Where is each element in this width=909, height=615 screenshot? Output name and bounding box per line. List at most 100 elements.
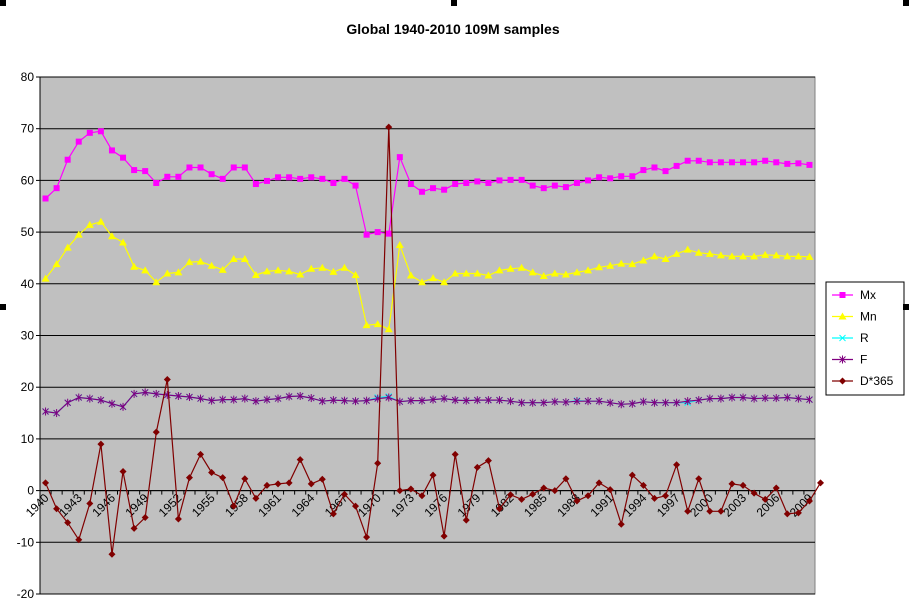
data-point <box>86 500 94 508</box>
y-tick-label: 20 <box>21 380 35 394</box>
data-point <box>617 259 626 267</box>
data-point <box>473 269 482 277</box>
data-point <box>673 162 680 169</box>
series-f <box>42 388 813 418</box>
data-point <box>728 159 735 166</box>
data-point <box>750 489 758 497</box>
data-point <box>175 173 182 180</box>
data-point <box>795 160 802 167</box>
data-point <box>208 396 215 405</box>
data-point <box>363 533 371 541</box>
data-point <box>384 325 393 333</box>
data-point <box>418 188 425 195</box>
data-point <box>141 388 149 397</box>
data-point <box>451 396 459 405</box>
data-point <box>551 397 559 406</box>
data-point <box>296 456 304 464</box>
data-point <box>495 505 503 513</box>
data-point <box>485 179 492 186</box>
data-point <box>496 396 503 405</box>
data-point <box>650 494 658 502</box>
data-point <box>108 550 116 558</box>
data-point <box>141 266 150 274</box>
data-point <box>340 263 349 271</box>
series-line <box>45 130 810 236</box>
selection-handle[interactable] <box>903 304 909 310</box>
data-point <box>452 181 459 188</box>
selection-handle[interactable] <box>0 0 6 6</box>
data-point <box>318 397 326 406</box>
data-point <box>595 479 603 487</box>
data-point <box>373 320 382 328</box>
y-tick-label: 50 <box>21 225 35 239</box>
data-point <box>562 184 569 191</box>
data-point <box>119 402 127 411</box>
data-point <box>417 278 426 286</box>
data-point <box>152 428 160 436</box>
data-point <box>141 513 149 521</box>
data-point <box>695 396 703 405</box>
data-point <box>784 160 791 167</box>
data-point <box>406 271 415 279</box>
data-point <box>196 257 205 265</box>
data-point <box>363 231 370 238</box>
data-point <box>584 397 592 406</box>
y-axis-ticks: -20 -10 0 10 20 30 40 50 60 70 80 <box>17 70 40 601</box>
series-layer <box>41 123 825 558</box>
data-point <box>351 271 360 279</box>
data-point <box>153 179 160 186</box>
data-point <box>296 270 305 278</box>
data-point <box>330 179 337 186</box>
y-tick-label: 40 <box>21 277 35 291</box>
legend-swatch-marker <box>839 355 846 364</box>
data-point <box>131 167 138 174</box>
data-point <box>218 265 227 273</box>
data-point <box>518 495 526 503</box>
data-point <box>64 156 71 163</box>
data-point <box>662 398 669 407</box>
data-point <box>163 375 171 383</box>
data-point <box>672 249 681 257</box>
data-point <box>395 241 404 249</box>
data-point <box>163 269 172 277</box>
data-point <box>385 230 392 237</box>
y-tick-label: -10 <box>17 535 35 549</box>
data-point <box>695 157 702 164</box>
data-point <box>473 396 481 405</box>
data-point <box>650 252 659 260</box>
selection-handle[interactable] <box>0 304 6 310</box>
selection-handle[interactable] <box>451 0 457 6</box>
data-point <box>440 278 449 286</box>
legend-label: F <box>860 353 867 367</box>
data-point <box>186 164 193 171</box>
data-point <box>484 457 492 465</box>
data-point <box>651 398 658 407</box>
selection-handle[interactable] <box>903 0 909 6</box>
data-point <box>85 220 94 228</box>
data-point <box>219 395 227 404</box>
data-point <box>42 407 49 416</box>
legend-swatch-marker <box>839 334 846 342</box>
data-point <box>107 232 116 240</box>
data-point <box>640 167 647 174</box>
data-point <box>517 263 526 271</box>
data-point <box>727 252 736 260</box>
data-point <box>540 398 548 407</box>
data-point <box>241 394 249 403</box>
series-line <box>45 221 810 331</box>
data-point <box>551 182 558 189</box>
y-tick-label: 10 <box>21 432 35 446</box>
data-point <box>274 480 282 488</box>
data-point <box>75 393 83 402</box>
data-point <box>661 254 670 262</box>
data-point <box>562 475 570 483</box>
data-point <box>307 480 315 488</box>
data-point <box>529 490 537 498</box>
data-point <box>694 248 703 256</box>
data-point <box>507 491 515 499</box>
data-point <box>374 229 381 236</box>
data-point <box>319 175 326 182</box>
data-point <box>108 399 116 408</box>
data-point <box>662 492 670 500</box>
data-point <box>330 396 337 405</box>
